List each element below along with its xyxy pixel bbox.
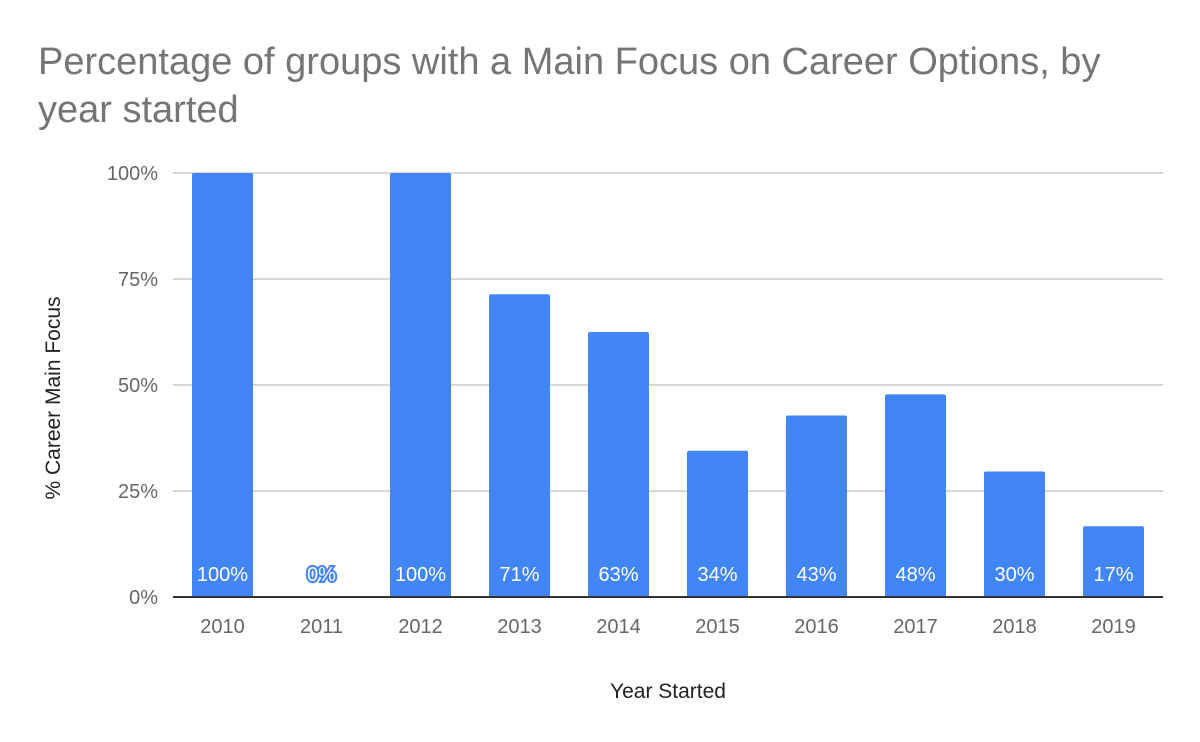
data-labels: 100% 0% 100% 71% 63% 34% 43% 48% 30% 17% — [197, 562, 1134, 588]
data-label: 30% — [994, 564, 1034, 586]
gridlines — [173, 172, 1163, 492]
y-tick-label: 100% — [107, 163, 158, 185]
bar — [192, 173, 253, 597]
bars — [192, 173, 1144, 597]
y-tick-label: 25% — [118, 481, 158, 503]
chart-title: Percentage of groups with a Main Focus o… — [38, 41, 1101, 131]
y-tick-label: 75% — [118, 269, 158, 291]
bar — [885, 394, 946, 597]
bar — [390, 173, 451, 597]
data-label: 34% — [697, 564, 737, 586]
y-tick-label: 0% — [129, 587, 158, 609]
x-tick-label: 2011 — [300, 616, 343, 638]
data-label: 100% — [395, 564, 446, 586]
y-axis-ticks: 0% 25% 50% 75% 100% — [107, 163, 158, 609]
y-axis-title: % Career Main Focus — [42, 296, 65, 499]
data-label: 17% — [1093, 564, 1133, 586]
data-label: 48% — [895, 564, 935, 586]
x-tick-label: 2010 — [200, 616, 245, 638]
x-tick-label: 2019 — [1091, 616, 1136, 638]
data-label: 0% — [307, 564, 336, 586]
bar — [687, 450, 748, 597]
x-tick-label: 2017 — [893, 616, 938, 638]
x-tick-label: 2015 — [695, 616, 740, 638]
data-label: 100% — [197, 564, 248, 586]
y-tick-label: 50% — [118, 375, 158, 397]
bar — [588, 332, 649, 597]
x-axis-title: Year Started — [610, 680, 726, 703]
bar — [786, 415, 847, 597]
data-label: 71% — [499, 564, 539, 586]
bar — [984, 471, 1045, 597]
bar — [489, 294, 550, 597]
bar — [1083, 526, 1144, 597]
data-label: 63% — [598, 564, 638, 586]
x-tick-label: 2016 — [794, 616, 839, 638]
x-axis-ticks: 2010 2011 2012 2013 2014 2015 2016 2017 2018 2019 — [200, 616, 1136, 638]
x-tick-label: 2012 — [398, 616, 443, 638]
x-tick-label: 2018 — [992, 616, 1037, 638]
data-label: 43% — [796, 564, 836, 586]
x-tick-label: 2013 — [497, 616, 542, 638]
x-tick-label: 2014 — [596, 616, 641, 638]
